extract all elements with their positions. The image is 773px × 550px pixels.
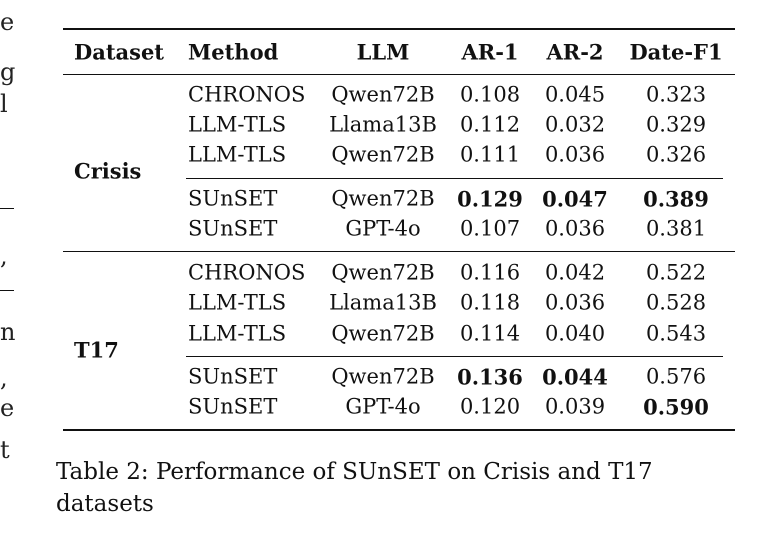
method-cell: SUnSET — [188, 364, 278, 389]
ar1-cell: 0.118 — [459, 290, 521, 315]
ar1-cell: 0.107 — [459, 216, 521, 241]
llm-cell: Qwen72B — [331, 82, 435, 107]
ar2-cell: 0.044 — [542, 364, 608, 390]
ar2-cell: 0.039 — [544, 394, 606, 419]
method-cell: LLM-TLS — [188, 112, 287, 137]
ar2-cell: 0.036 — [544, 142, 606, 167]
table-caption: Table 2: Performance of SUnSET on Crisis… — [56, 459, 653, 517]
date-f1-cell: 0.329 — [645, 112, 707, 137]
llm-cell: Qwen72B — [331, 142, 435, 167]
header-llm: LLM — [356, 39, 410, 65]
group-midrule — [186, 178, 723, 179]
dataset-label: T17 — [74, 337, 119, 363]
ar2-cell: 0.036 — [544, 216, 606, 241]
header-method: Method — [188, 39, 279, 65]
top-rule — [63, 28, 735, 30]
header-ar2: AR-2 — [546, 39, 604, 65]
llm-cell: Llama13B — [329, 112, 437, 137]
ar2-cell: 0.036 — [544, 290, 606, 315]
ar1-cell: 0.136 — [457, 364, 523, 390]
header-dataset: Dataset — [74, 39, 165, 65]
llm-cell: Qwen72B — [331, 186, 435, 211]
ar1-cell: 0.112 — [459, 112, 521, 137]
ar2-cell: 0.040 — [544, 321, 606, 346]
header-date-f1: Date-F1 — [629, 39, 723, 65]
bottom-rule — [63, 429, 735, 431]
method-cell: LLM-TLS — [188, 321, 287, 346]
method-cell: SUnSET — [188, 186, 278, 211]
group-rule — [63, 251, 735, 252]
ar2-cell: 0.032 — [544, 112, 606, 137]
margin-fragment: e — [0, 8, 15, 36]
ar1-cell: 0.108 — [459, 82, 521, 107]
date-f1-cell: 0.326 — [645, 142, 707, 167]
llm-cell: Qwen72B — [331, 321, 435, 346]
ar2-cell: 0.042 — [544, 260, 606, 285]
ar1-cell: 0.116 — [459, 260, 521, 285]
ar1-cell: 0.114 — [459, 321, 521, 346]
llm-cell: Llama13B — [329, 290, 437, 315]
ar1-cell: 0.129 — [457, 186, 523, 212]
date-f1-cell: 0.381 — [645, 216, 707, 241]
header-rule — [63, 74, 735, 75]
margin-fragment: t — [0, 436, 10, 464]
date-f1-cell: 0.543 — [645, 321, 707, 346]
ar1-cell: 0.120 — [459, 394, 521, 419]
margin-fragment: g — [0, 58, 16, 86]
margin-fragment: e — [0, 394, 15, 422]
date-f1-cell: 0.522 — [645, 260, 707, 285]
header-ar1: AR-1 — [461, 39, 519, 65]
llm-cell: GPT-4o — [345, 216, 421, 241]
margin-fragment: , — [0, 364, 8, 392]
margin-fragment: n — [0, 318, 16, 346]
margin-fragment: l — [0, 90, 8, 118]
ar1-cell: 0.111 — [459, 142, 521, 167]
method-cell: SUnSET — [188, 394, 278, 419]
ar2-cell: 0.047 — [542, 186, 608, 212]
method-cell: LLM-TLS — [188, 142, 287, 167]
date-f1-cell: 0.389 — [643, 186, 709, 212]
llm-cell: Qwen72B — [331, 260, 435, 285]
date-f1-cell: 0.323 — [645, 82, 707, 107]
method-cell: CHRONOS — [188, 82, 306, 107]
date-f1-cell: 0.528 — [645, 290, 707, 315]
ar2-cell: 0.045 — [544, 82, 606, 107]
llm-cell: GPT-4o — [345, 394, 421, 419]
method-cell: LLM-TLS — [188, 290, 287, 315]
margin-rule — [0, 208, 14, 209]
margin-rule — [0, 290, 14, 291]
margin-fragment: , — [0, 242, 8, 270]
method-cell: CHRONOS — [188, 260, 306, 285]
group-midrule — [186, 356, 723, 357]
method-cell: SUnSET — [188, 216, 278, 241]
date-f1-cell: 0.590 — [643, 394, 709, 420]
dataset-label: Crisis — [74, 158, 142, 184]
date-f1-cell: 0.576 — [645, 364, 707, 389]
llm-cell: Qwen72B — [331, 364, 435, 389]
